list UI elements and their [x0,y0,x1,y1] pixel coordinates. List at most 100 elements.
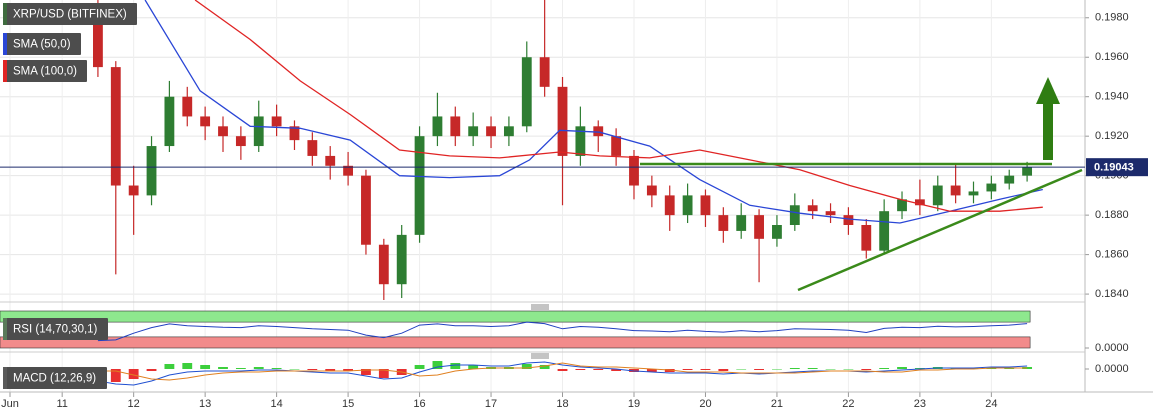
y-tick-label: 0.0000 [1095,363,1129,375]
candle-body [879,211,890,251]
last-price-label: 0.19043 [1094,162,1134,174]
candle-body [807,205,818,212]
candle-body [646,185,657,196]
macd-histogram-bar [593,369,604,370]
candle-body [128,185,139,196]
candle-body [932,185,943,206]
x-tick-label: 21 [771,398,783,410]
macd-histogram-bar [736,369,747,370]
candle-body [682,195,693,216]
y-tick-label: 0.1860 [1095,249,1129,261]
x-tick-label: 14 [270,398,282,410]
x-tick-label: 11 [56,398,67,410]
macd-histogram-bar [807,368,818,369]
candle-body [950,185,961,196]
macd-histogram-bar [897,367,907,369]
x-tick-label: 13 [199,398,211,410]
legend-label: XRP/USD (BITFINEX) [13,9,127,21]
macd-histogram-bar [325,369,336,371]
macd-histogram-bar [700,369,711,370]
macd-histogram-bar [164,364,175,369]
resize-handle [531,304,549,359]
candle-body [110,67,121,186]
macd-histogram-bar [521,364,532,369]
candle-body [557,86,568,156]
legend-swatch [3,60,7,82]
legend-label: SMA (50,0) [13,39,71,51]
macd-histogram-bar [825,369,836,370]
macd-histogram-bar [218,367,228,369]
candle-body [164,96,175,147]
x-tick-label: 22 [842,398,854,410]
legend-item: XRP/USD (BITFINEX) [3,3,137,25]
candle-body [325,155,336,166]
legend-swatch [3,33,7,55]
candle-body [503,126,514,137]
legend-swatch [3,367,7,389]
candle-body [182,96,193,117]
candle-body [736,215,747,231]
arrow-head [1036,77,1060,104]
x-tick-label: 12 [128,398,140,410]
legend-item: RSI (14,70,30,1) [3,318,108,340]
y-tick-label: 0.1980 [1095,12,1129,24]
legend-item: SMA (50,0) [3,33,81,55]
macd-histogram-bar [754,369,764,370]
macd-histogram-bar [432,361,443,369]
y-tick-label: 0.1960 [1095,51,1129,63]
grid-layer: 0.18400.18600.18800.19000.19200.19400.19… [0,0,1129,410]
macd-histogram-bar [843,369,854,370]
x-tick-label: 16 [413,398,425,410]
macd-histogram-bar [378,369,389,378]
candle-body [825,211,836,216]
oversold-band [0,336,1031,349]
candle-body [968,191,979,196]
candle-body [378,244,389,285]
last-price-box [1086,158,1148,177]
legend-label: MACD (12,26,9) [13,373,96,385]
candle-body [200,116,211,127]
candle-body [521,57,532,127]
macd-histogram-bar [557,369,568,371]
candle-body [1022,167,1033,176]
macd-histogram-bar [146,369,157,371]
macd-histogram-bar [1022,367,1033,369]
annotations [640,77,1083,292]
candle-body [361,175,371,245]
legend-label: SMA (100,0) [13,66,77,78]
macd-histogram-bar [575,369,586,370]
candle-body [664,195,675,216]
macd-histogram-bar [200,365,211,369]
macd-histogram-bar [128,369,139,379]
x-tick-label: 15 [342,398,354,410]
legend-label: RSI (14,70,30,1) [13,324,98,336]
macd-histogram-bar [307,369,318,370]
candle-body [450,116,461,137]
candle-body [789,205,800,225]
macd-histogram-bar [361,369,371,375]
legend-swatch [3,318,7,340]
legend-box [3,367,107,389]
x-tick-label: 24 [985,398,997,410]
y-tick-label: 0.0000 [1095,342,1129,354]
candle-body [914,199,925,206]
y-tick-label: 0.1920 [1095,130,1129,142]
macd-histogram-bar [682,369,693,370]
candle-body [593,126,604,137]
candle-body [754,215,764,239]
x-tick-label: 23 [914,398,926,410]
macd-histogram-bar [450,363,461,369]
macd-histogram-bar [110,369,121,382]
candle-body [575,126,586,156]
macd-histogram-bar [414,365,425,369]
macd-histogram-bar [879,368,890,369]
y-tick-label: 0.1940 [1095,91,1129,103]
candle-body [986,183,997,192]
macd-histogram-bar [772,369,782,370]
signal-line [97,362,1028,381]
candle-body [93,7,103,68]
trend-line [797,168,1083,292]
indicator-panels: 0.0000 0.0000 [0,310,1129,386]
